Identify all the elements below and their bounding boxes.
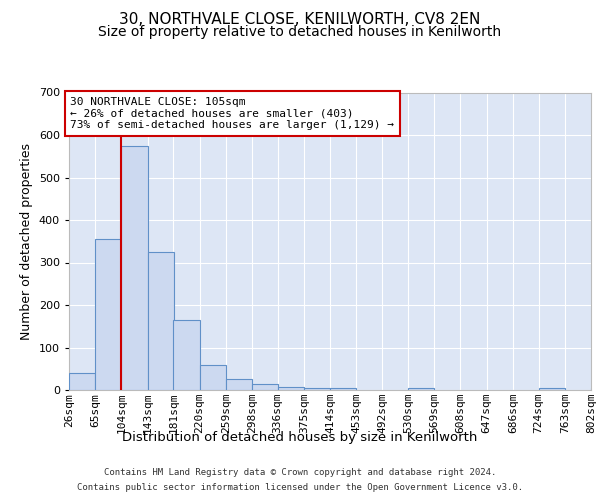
Text: 30 NORTHVALE CLOSE: 105sqm
← 26% of detached houses are smaller (403)
73% of sem: 30 NORTHVALE CLOSE: 105sqm ← 26% of deta… — [70, 97, 394, 130]
Bar — [95, 239, 121, 390]
Text: Size of property relative to detached houses in Kenilworth: Size of property relative to detached ho… — [98, 25, 502, 39]
Bar — [69, 373, 95, 390]
Bar — [304, 388, 330, 390]
Bar — [408, 388, 434, 390]
Text: Contains HM Land Registry data © Crown copyright and database right 2024.: Contains HM Land Registry data © Crown c… — [104, 468, 496, 477]
Y-axis label: Number of detached properties: Number of detached properties — [20, 143, 33, 340]
Bar — [278, 386, 304, 390]
Bar — [539, 388, 565, 390]
Bar — [148, 252, 174, 390]
Bar — [252, 384, 278, 390]
Bar — [330, 388, 356, 390]
Text: Contains public sector information licensed under the Open Government Licence v3: Contains public sector information licen… — [77, 483, 523, 492]
Bar — [591, 388, 600, 390]
Text: Distribution of detached houses by size in Kenilworth: Distribution of detached houses by size … — [122, 431, 478, 444]
Bar — [226, 380, 252, 390]
Bar — [173, 320, 199, 390]
Bar — [199, 364, 226, 390]
Text: 30, NORTHVALE CLOSE, KENILWORTH, CV8 2EN: 30, NORTHVALE CLOSE, KENILWORTH, CV8 2EN — [119, 12, 481, 28]
Bar — [121, 146, 148, 390]
